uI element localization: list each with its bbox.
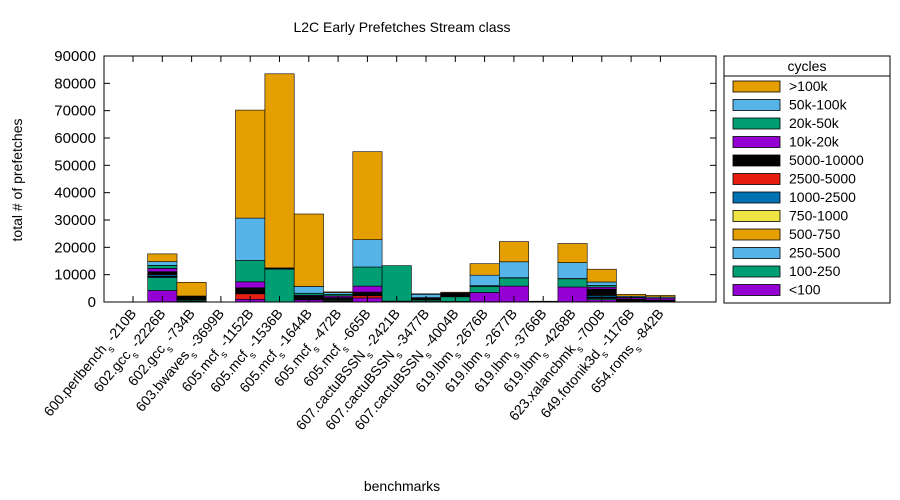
bar-segment <box>352 239 383 268</box>
x-axis-label: benchmarks <box>364 478 440 494</box>
y-axis-label: total # of prefetches <box>9 119 25 242</box>
legend-label: 1000-2500 <box>789 189 856 205</box>
legend-label: 50k-100k <box>789 97 848 113</box>
bar-segment <box>586 288 617 296</box>
bar-segment <box>381 265 412 302</box>
legend-swatch <box>732 154 781 167</box>
bar-segment <box>469 286 500 293</box>
legend-label: >100k <box>789 78 829 94</box>
legend-swatch <box>732 284 781 296</box>
legend-swatch <box>732 265 781 278</box>
bar-segment <box>235 287 266 295</box>
bar-segment <box>352 151 383 240</box>
bar-segment <box>411 293 441 295</box>
y-tick-label: 10000 <box>54 267 96 284</box>
legend-swatch <box>732 210 781 222</box>
bar-segment <box>352 291 383 297</box>
bar-segment <box>147 271 178 275</box>
bar-segment <box>147 274 178 277</box>
legend-label: 500-750 <box>789 226 841 242</box>
legend-label: 20k-50k <box>789 115 840 131</box>
legend-swatch <box>732 117 781 130</box>
bar-segment <box>469 263 500 276</box>
bar-segment <box>586 268 617 283</box>
legend-swatch <box>732 228 781 241</box>
bar-segment <box>586 281 617 286</box>
bar-segment <box>557 278 588 288</box>
plot-frame <box>103 55 717 303</box>
legend-label: 10k-20k <box>789 134 840 150</box>
bar-segment <box>323 291 354 293</box>
y-tick-label: 80000 <box>54 75 96 92</box>
bar-segment <box>440 291 471 294</box>
legend-swatch <box>732 173 781 185</box>
bar-segment <box>293 213 324 287</box>
bar-segment <box>235 217 266 261</box>
bar-segment <box>616 293 647 297</box>
y-tick-label: 0 <box>88 294 96 311</box>
bar-segment <box>235 260 266 283</box>
bar-segment <box>293 292 324 296</box>
legend-label: 250-500 <box>789 245 841 261</box>
bars-group <box>147 73 676 303</box>
legend-label: 5000-10000 <box>789 152 864 168</box>
legend-swatch <box>732 247 781 259</box>
y-tick-label: 70000 <box>54 103 96 120</box>
legend-items: >100k 50k-100k 20k-50k 10k-20k 5000-10000 250… <box>732 78 864 298</box>
bar-segment <box>498 277 529 287</box>
bar-segment <box>469 274 500 286</box>
y-tick-label: 60000 <box>54 130 96 147</box>
bar-segment <box>557 243 588 263</box>
legend-label: 2500-5000 <box>789 171 856 187</box>
y-tick-label: 50000 <box>54 157 96 174</box>
y-tick-label: 90000 <box>54 48 96 65</box>
legend-label: <100 <box>789 282 821 298</box>
bar-segment <box>147 265 178 269</box>
bar-segment <box>557 262 588 279</box>
bar-segment <box>498 261 529 278</box>
legend-label: 100-250 <box>789 263 841 279</box>
legend-swatch <box>732 191 781 204</box>
bar-segment <box>264 73 295 269</box>
bar-segment <box>147 261 178 266</box>
bar-segment <box>176 281 207 297</box>
y-tick-label: 40000 <box>54 185 96 202</box>
legend-title: cycles <box>788 58 827 74</box>
bar-segment <box>147 253 178 262</box>
bar-segment <box>498 241 529 263</box>
bar-segment <box>147 268 178 272</box>
bar-segment <box>235 281 266 289</box>
bar-segment <box>352 285 383 293</box>
chart-title: L2C Early Prefetches Stream class <box>293 19 510 35</box>
legend: cycles >100k 50k-100k 20k-50k 10k-20k 5000-1… <box>723 55 891 304</box>
y-tick-label: 20000 <box>54 239 96 256</box>
y-tick-label: 30000 <box>54 212 96 229</box>
bar-segment <box>352 266 383 287</box>
bar-segment <box>235 109 266 219</box>
legend-swatch <box>732 136 781 148</box>
bar-segment <box>293 286 324 294</box>
legend-swatch <box>732 99 781 111</box>
legend-swatch <box>732 80 781 93</box>
bar-segment <box>147 277 178 291</box>
y-axis: 0 10000 20000 30000 40000 50000 60000 70000 8000… <box>54 48 716 311</box>
legend-label: 750-1000 <box>789 208 848 224</box>
